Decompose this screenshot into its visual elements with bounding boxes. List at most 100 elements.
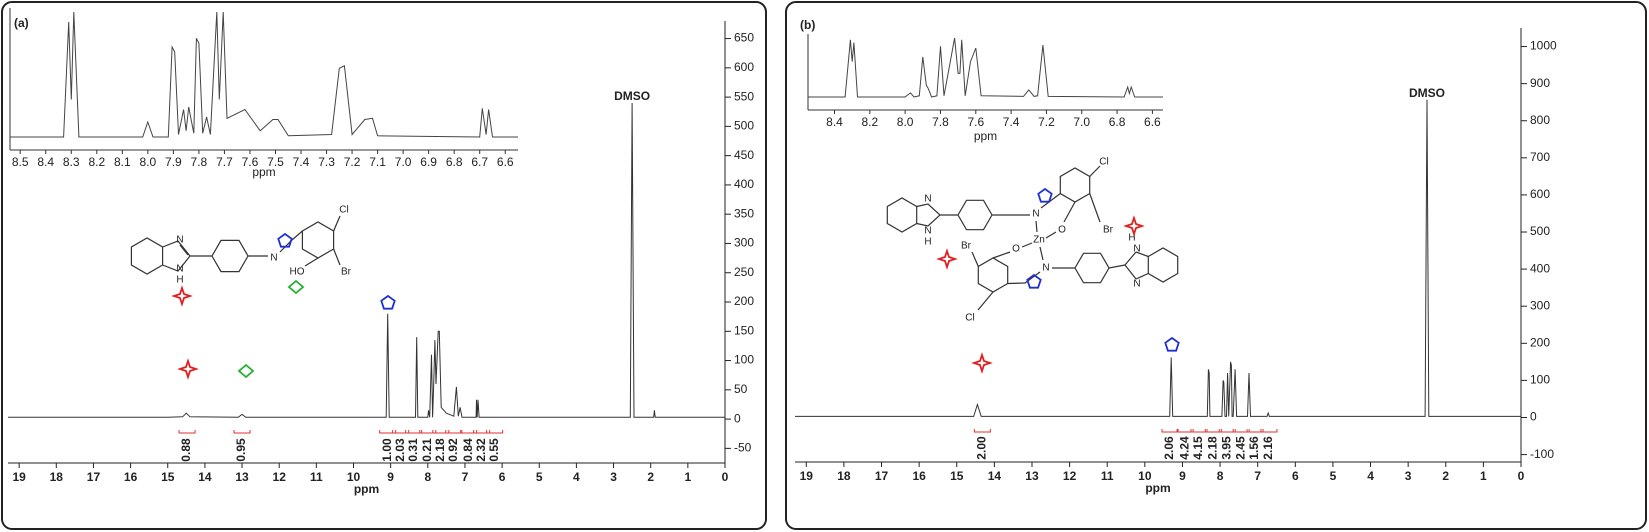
x-tick-label: 17 (87, 470, 101, 484)
proton-marker (287, 279, 305, 295)
integral-label: 1.56 (1247, 436, 1261, 460)
y-tick-label: 0 (734, 411, 741, 425)
x-tick-label: 9 (1179, 469, 1186, 483)
inset-x-tick-label: 7.2 (1038, 115, 1055, 129)
inset-x-tick-label: 7.8 (932, 115, 949, 129)
inset-x-tick-label: 7.0 (1073, 115, 1090, 129)
y-tick-label: 550 (734, 89, 754, 103)
x-tick-label: 14 (988, 469, 1002, 483)
x-tick-label: 10 (347, 470, 361, 484)
x-tick-label: 4 (1367, 469, 1374, 483)
proton-marker (177, 358, 199, 380)
x-tick-label: 8 (1217, 469, 1224, 483)
x-tick-label: 5 (1330, 469, 1337, 483)
y-tick-label: 600 (1530, 187, 1550, 201)
ring (211, 239, 249, 273)
inset-x-tick-label: 6.6 (497, 155, 514, 169)
x-tick-label: 17 (875, 469, 889, 483)
atom-label: O (1012, 244, 1020, 255)
inset-x-tick-label: 7.7 (216, 155, 233, 169)
inset-x-tick-label: 6.8 (1109, 115, 1126, 129)
y-tick-label: 500 (1530, 224, 1550, 238)
atom-label: O (1058, 225, 1066, 236)
inset-x-tick-label: 7.9 (165, 155, 182, 169)
inset-x-tick-label: 8.2 (861, 115, 878, 129)
inset-x-tick-label: 7.1 (369, 155, 386, 169)
integral-label: 2.18 (433, 438, 447, 462)
integral-label: 2.32 (474, 438, 488, 462)
proton-marker (1164, 336, 1180, 352)
x-axis-label: ppm (354, 482, 379, 496)
integral-label: 0.88 (179, 438, 193, 462)
atom-label: N (1133, 279, 1140, 290)
atom-label: Br (961, 241, 972, 252)
x-tick-label: 8 (424, 470, 431, 484)
x-tick-label: 9 (387, 470, 394, 484)
proton-marker (1123, 215, 1145, 237)
x-tick-label: 6 (1292, 469, 1299, 483)
atom-label: N (176, 264, 183, 275)
inset-x-tick-label: 6.6 (1144, 115, 1161, 129)
panel-frame (1, 1, 767, 530)
integral-label: 0.92 (446, 438, 460, 462)
integral-bracket (1204, 429, 1222, 433)
panel-frame (785, 1, 1647, 530)
inset-x-tick-label: 7.5 (267, 155, 284, 169)
x-tick-label: 14 (198, 470, 212, 484)
structure-b: N N H N Cl Br O Zn O Br Cl N H N N (916, 157, 1149, 324)
x-tick-label: 1 (685, 470, 692, 484)
atom-label: N (924, 194, 931, 205)
x-tick-label: 4 (573, 470, 580, 484)
integral-bracket (379, 430, 397, 434)
integral-label: 2.45 (1233, 436, 1247, 460)
spectrum (795, 99, 1521, 417)
proton-marker (237, 363, 255, 379)
atom-label: N (924, 226, 931, 237)
integral-label: 0.95 (234, 438, 248, 462)
proton-marker (1037, 187, 1053, 203)
y-tick-label: -100 (1530, 447, 1554, 461)
atom-label: H (176, 275, 183, 286)
integral-bracket (432, 430, 450, 434)
inset-x-tick-label: 7.2 (344, 155, 361, 169)
inset-x-tick-label: 8.0 (140, 155, 157, 169)
atom-label: Br (1103, 225, 1114, 236)
ring (1059, 167, 1091, 203)
proton-marker (171, 285, 193, 307)
integral-bracket (1176, 429, 1194, 433)
integral-bracket (1161, 429, 1179, 433)
proton-marker (380, 294, 396, 310)
inset-x-tick-label: 7.4 (293, 155, 310, 169)
integral-label: 0.21 (420, 438, 434, 462)
atom-label: Zn (1033, 235, 1045, 246)
x-tick-label: 1 (1480, 469, 1487, 483)
integral-label: 3.95 (1219, 436, 1233, 460)
y-tick-label: 350 (734, 206, 754, 220)
atom-label: N (176, 235, 183, 246)
atom-label: H (924, 237, 931, 248)
atom-label: Cl (339, 205, 348, 216)
y-tick-label: 50 (734, 382, 748, 396)
integral-label: 0.55 (487, 438, 501, 462)
integral-bracket (1190, 429, 1208, 433)
atom-label: N (1042, 263, 1049, 274)
x-tick-label: 5 (536, 470, 543, 484)
x-tick-label: 12 (1063, 469, 1077, 483)
ring (1147, 247, 1179, 283)
inset-x-tick-label: 8.4 (826, 115, 843, 129)
y-tick-label: -50 (734, 441, 752, 455)
x-tick-label: 16 (124, 470, 138, 484)
inset-x-tick-label: 7.4 (1003, 115, 1020, 129)
integral-label: 2.03 (393, 438, 407, 462)
x-tick-label: 19 (800, 469, 814, 483)
inset-x-tick-label: 8.5 (12, 155, 29, 169)
inset-x-tick-label: 7.8 (191, 155, 208, 169)
x-tick-label: 2 (1442, 469, 1449, 483)
panel-label: (b) (800, 18, 815, 32)
y-tick-label: 800 (1530, 113, 1550, 127)
proton-marker (971, 352, 993, 374)
ring (301, 221, 335, 259)
integral-bracket (178, 430, 196, 434)
inset-x-tick-label: 8.3 (63, 155, 80, 169)
